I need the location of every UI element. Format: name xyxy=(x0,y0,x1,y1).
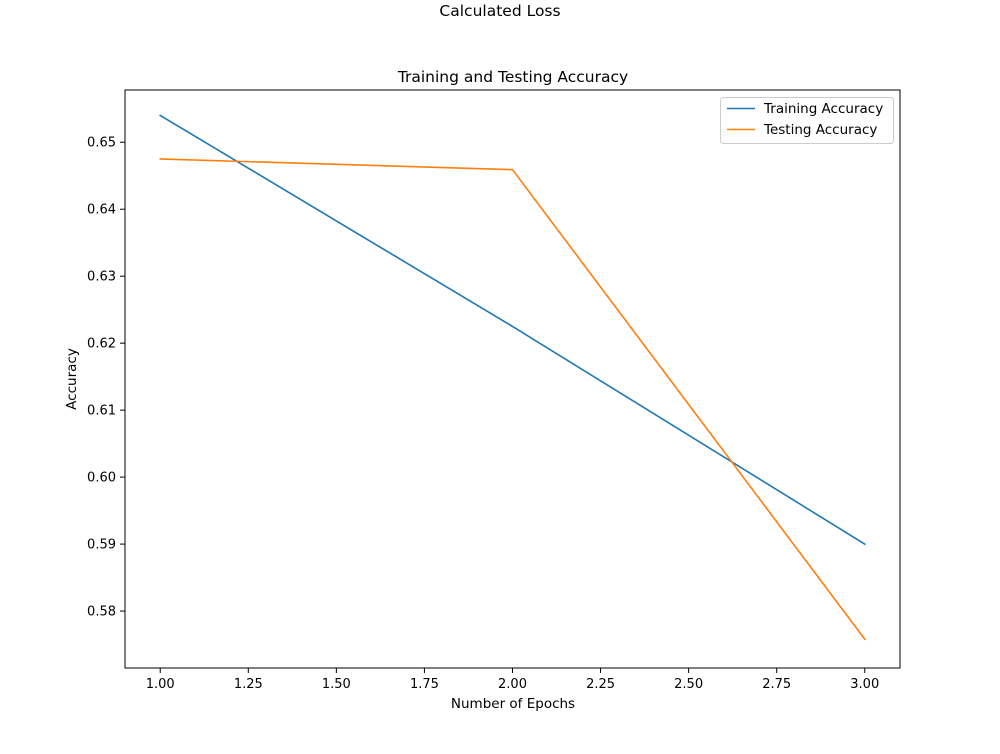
legend-label-training-accuracy: Training Accuracy xyxy=(763,101,883,117)
series-line-training-accuracy xyxy=(159,114,866,546)
x-axis-label: Number of Epochs xyxy=(451,696,575,712)
y-tick-label: 0.63 xyxy=(87,270,116,285)
series-layer xyxy=(159,114,866,641)
series-line-testing-accuracy xyxy=(159,158,866,641)
plot-frame xyxy=(124,89,901,669)
x-tick-label: 3.00 xyxy=(850,677,879,692)
x-tick-label: 2.25 xyxy=(586,677,615,692)
x-tick-label: 1.25 xyxy=(234,677,263,692)
legend-label-testing-accuracy: Testing Accuracy xyxy=(763,122,877,138)
y-tick-label: 0.64 xyxy=(87,203,116,218)
x-tick-label: 2.00 xyxy=(498,677,527,692)
y-tick-label: 0.65 xyxy=(87,136,116,151)
y-tick-label: 0.60 xyxy=(87,471,116,486)
y-tick-label: 0.62 xyxy=(87,337,116,352)
legend: Training Accuracy Testing Accuracy xyxy=(720,97,894,144)
y-tick-label: 0.58 xyxy=(87,605,116,620)
x-tick-label: 1.00 xyxy=(146,677,175,692)
figure-suptitle: Calculated Loss xyxy=(439,2,560,20)
legend-box xyxy=(720,97,894,144)
x-tick-label: 1.50 xyxy=(322,677,351,692)
y-axis-label: Accuracy xyxy=(64,348,80,410)
legend-items: Training Accuracy Testing Accuracy xyxy=(727,101,883,138)
x-tick-label: 2.75 xyxy=(762,677,791,692)
y-tick-label: 0.59 xyxy=(87,538,116,553)
chart-title: Training and Testing Accuracy xyxy=(397,68,628,86)
x-tick-label: 2.50 xyxy=(674,677,703,692)
x-tick-label: 1.75 xyxy=(410,677,439,692)
y-tick-label: 0.61 xyxy=(87,404,116,419)
ticks-layer: 1.00 1.25 1.50 1.75 2.00 2.25 2.50 2.75 3.00 0.58… xyxy=(87,136,879,692)
